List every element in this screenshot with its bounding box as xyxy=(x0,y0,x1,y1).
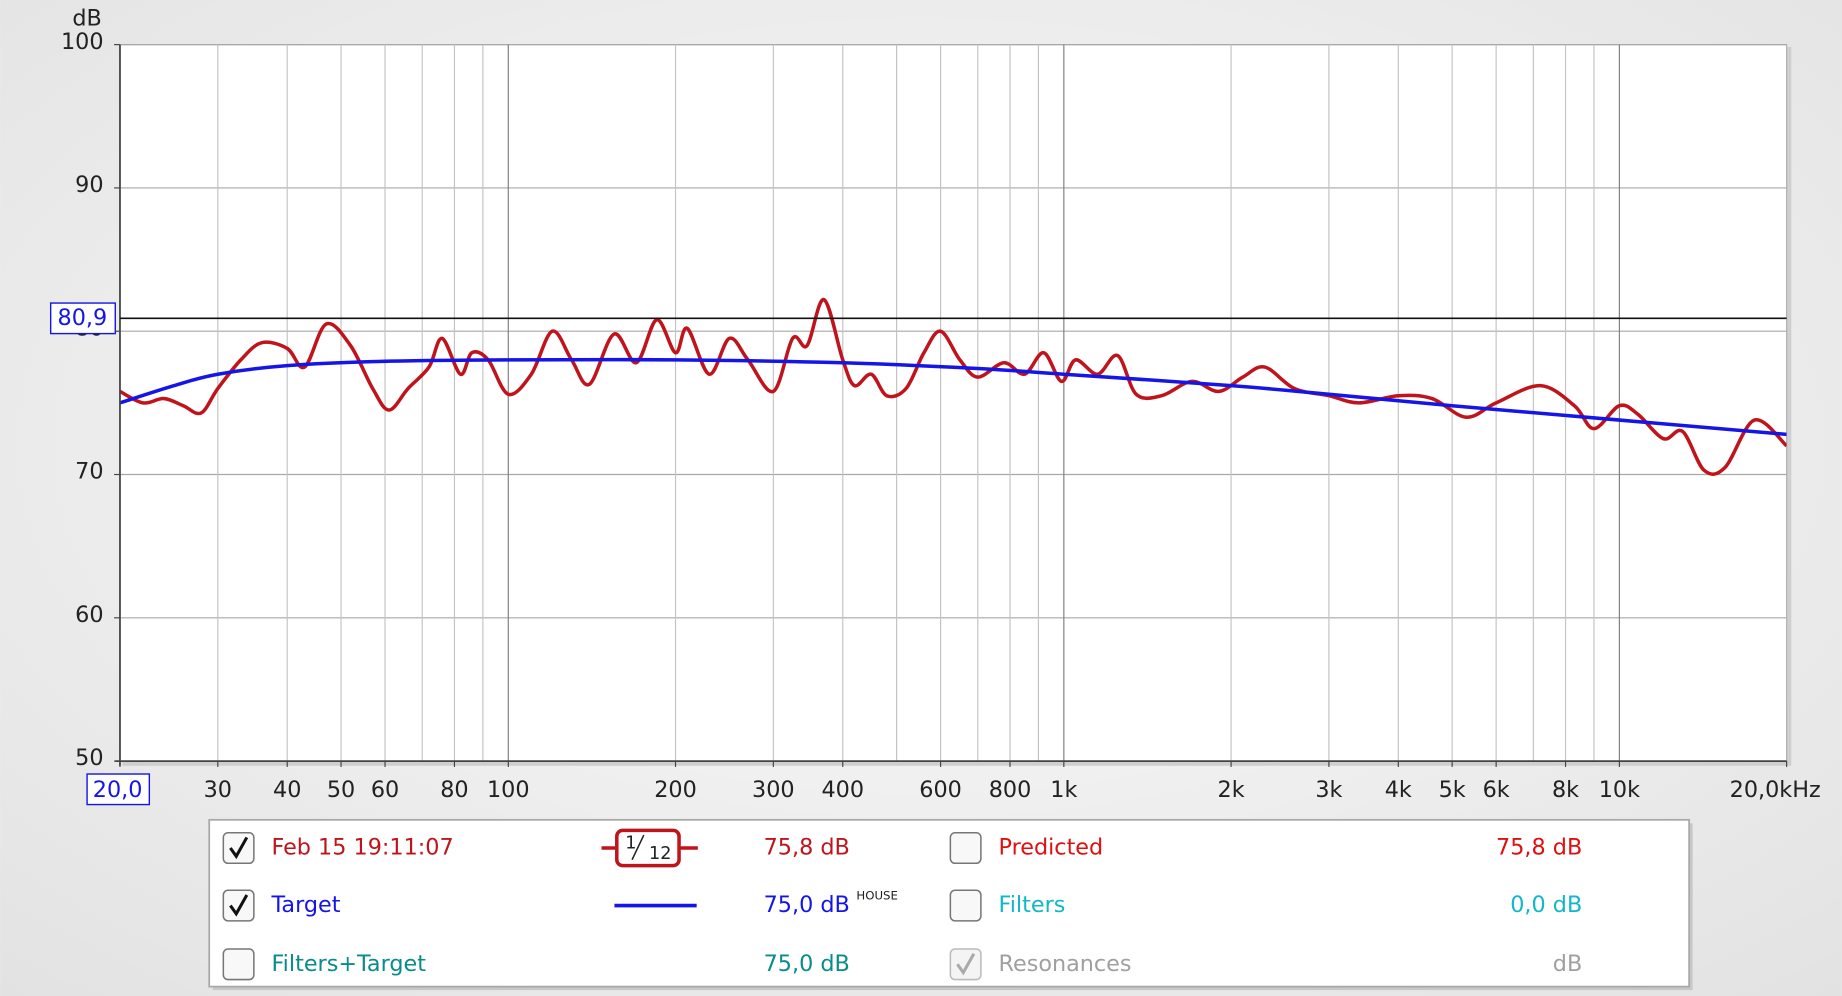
x-tick-label: 50 xyxy=(327,777,355,803)
checkbox[interactable] xyxy=(222,948,255,981)
cursor-label: 80,9 xyxy=(58,305,108,331)
series-line xyxy=(119,357,1787,437)
y-tick-label: 60 xyxy=(75,602,103,628)
checkbox[interactable] xyxy=(222,831,255,865)
legend-level: 75,8 dB xyxy=(764,835,850,861)
smoothing-den: 12 xyxy=(649,844,671,864)
plot-area xyxy=(119,44,1788,762)
checkbox-box[interactable] xyxy=(222,889,255,922)
check-mark[interactable] xyxy=(229,836,249,860)
y-tick-label: 70 xyxy=(75,459,103,485)
x-tick-label: 200 xyxy=(654,777,697,803)
smoothing-badge[interactable] xyxy=(615,828,681,868)
legend-panel xyxy=(208,818,1691,988)
legend-level: dB xyxy=(1553,951,1582,977)
checkbox-box[interactable] xyxy=(222,831,255,865)
legend-level: 75,0 dB xyxy=(764,951,850,977)
x-tick-label: 800 xyxy=(989,777,1032,803)
x-tick-label: 20,0kHz xyxy=(1730,777,1821,803)
y-axis-label: dB xyxy=(72,5,101,31)
house-label: HOUSE xyxy=(856,889,898,903)
x-tick-label: 100 xyxy=(487,777,530,803)
x-tick-label: 300 xyxy=(752,777,795,803)
x-tick-label: 5k xyxy=(1439,777,1466,803)
x-tick-label: 20,0 xyxy=(93,777,143,803)
x-tick-label: 30 xyxy=(204,777,232,803)
y-tick-label: 50 xyxy=(75,745,103,771)
legend-level: 0,0 dB xyxy=(1510,892,1582,918)
checkbox-box[interactable] xyxy=(949,889,982,922)
x-tick-label: 4k xyxy=(1385,777,1412,803)
checkbox-box[interactable] xyxy=(222,948,255,981)
smoothing-slash xyxy=(631,834,645,861)
legend-level: 75,0 dB xyxy=(764,892,850,918)
legend-level: 75,8 dB xyxy=(1496,835,1582,861)
legend-label: Filters xyxy=(999,892,1066,918)
checkbox[interactable] xyxy=(949,889,982,922)
x-tick-label: 60 xyxy=(371,777,399,803)
legend-label: Feb 15 19:11:07 xyxy=(271,835,453,861)
y-tick-label: 90 xyxy=(75,172,103,198)
checkbox-box[interactable] xyxy=(949,831,982,865)
checkbox xyxy=(949,948,982,981)
smoothing-num: 1 xyxy=(625,833,636,853)
y-tick-label: 100 xyxy=(61,29,104,55)
checkbox-box xyxy=(949,948,982,981)
legend-label: Resonances xyxy=(999,951,1132,977)
legend-label: Filters+Target xyxy=(271,951,426,977)
curves xyxy=(119,297,1787,476)
legend-label: Target xyxy=(270,892,340,918)
checkbox[interactable] xyxy=(949,831,982,865)
x-tick-label: 6k xyxy=(1483,777,1510,803)
x-tick-label: 400 xyxy=(821,777,864,803)
x-tick-label: 80 xyxy=(440,777,468,803)
x-tick-label: 600 xyxy=(919,777,962,803)
x-tick-label: 40 xyxy=(273,777,301,803)
x-tick-label: 1k xyxy=(1050,777,1077,803)
legend: Feb 15 19:11:07 75,8 dB Target 75,0 dB 1 12 HO… xyxy=(222,828,1582,981)
legend-label: Predicted xyxy=(999,835,1104,861)
checkbox[interactable] xyxy=(222,889,255,922)
x-tick-label: 10k xyxy=(1599,777,1640,803)
x-tick-label: 2k xyxy=(1218,777,1245,803)
x-tick-label: 3k xyxy=(1315,777,1342,803)
axis-labels: 506070809010020,030405060801002003004006… xyxy=(49,29,1821,806)
check-mark xyxy=(956,952,976,976)
check-mark[interactable] xyxy=(229,894,249,917)
x-tick-label: 8k xyxy=(1552,777,1579,803)
cursor-box xyxy=(49,302,116,335)
x-cursor-box xyxy=(86,773,151,806)
grid xyxy=(119,44,1787,762)
